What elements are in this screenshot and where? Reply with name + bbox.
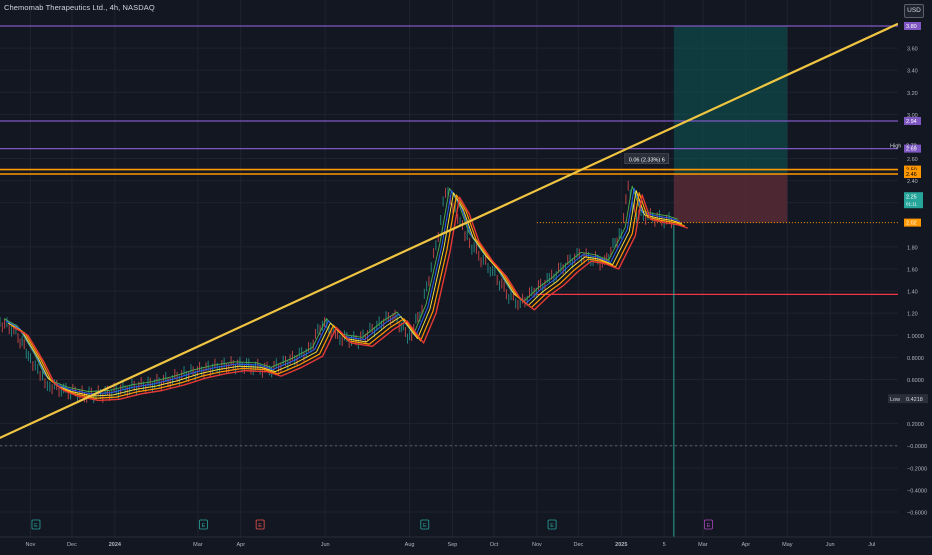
earnings-marker-label: E xyxy=(202,523,206,529)
earnings-marker-label: E xyxy=(423,523,427,529)
currency-button[interactable]: USD xyxy=(904,4,924,18)
x-tick-label: Aug xyxy=(405,542,415,548)
y-tick-label: 1.40 xyxy=(907,290,918,296)
x-tick-label: Mar xyxy=(698,542,708,548)
time-axis: Nov Dec 2024 Mar Apr Jun Aug Sep Oct Nov Dec 2025 5 M… xyxy=(0,536,932,550)
x-tick-label: Oct xyxy=(490,542,499,548)
x-tick-label: Jun xyxy=(321,542,330,548)
earnings-marker-box xyxy=(255,519,265,530)
y-tick-label: 2.40 xyxy=(907,179,918,185)
y-tick-label: 0.6000 xyxy=(907,378,924,384)
x-tick-label: Apr xyxy=(236,542,245,548)
x-tick-label: Mar xyxy=(193,542,203,548)
y-tick-label: −0.6000 xyxy=(907,511,927,517)
level-tag-bg xyxy=(904,116,921,125)
earnings-marker-box xyxy=(704,519,713,530)
countdown-tag-time: 01:11 xyxy=(906,202,917,207)
y-tick-label: 3.40 xyxy=(907,69,918,75)
level-tag-bg xyxy=(904,22,921,30)
earnings-marker-label: E xyxy=(258,523,262,529)
position-stop-zone xyxy=(673,174,788,223)
last-price-tag-bg xyxy=(904,218,921,227)
y-tick-label: 3.20 xyxy=(907,91,918,97)
x-tick-label: Sep xyxy=(448,542,458,548)
y-tick-label: 1.0000 xyxy=(907,334,924,340)
measure-label: 0.06 (2.33%) 6 xyxy=(629,157,665,163)
y-tick-label: −0.4000 xyxy=(907,488,927,494)
earnings-marker-box xyxy=(31,519,41,530)
countdown-tag-bg xyxy=(904,192,923,209)
x-tick-label: Dec xyxy=(573,542,583,548)
time-axis-bg xyxy=(0,537,932,550)
earnings-marker-box xyxy=(198,519,208,530)
price-axis: 3.603.403.203.002.602.402.201.801.601.40… xyxy=(888,0,932,537)
trendline xyxy=(0,22,899,439)
x-tick-label: May xyxy=(782,542,793,548)
earnings-marker-box xyxy=(547,519,557,530)
measure-label-box xyxy=(624,153,670,165)
high-value: 2.72 xyxy=(906,143,917,149)
x-tick-label: Dec xyxy=(67,542,77,548)
ma-yellow-line xyxy=(7,190,682,397)
y-tick-label: 0.2000 xyxy=(907,422,924,428)
earnings-marker-label: E xyxy=(707,523,711,529)
high-label: High xyxy=(890,143,901,149)
level-tag: 2.94 xyxy=(906,119,917,125)
countdown-tag-value: 2.25 xyxy=(906,195,917,201)
y-tick-label: 3.00 xyxy=(907,113,918,119)
x-tick-label: 2025 xyxy=(615,542,627,548)
x-tick-label: Apr xyxy=(742,542,751,548)
y-tick-label: 1.60 xyxy=(907,268,918,274)
ma-green-line xyxy=(3,185,678,393)
y-tick-label: 3.60 xyxy=(907,47,918,53)
last-price-tag: 2.02 xyxy=(906,221,917,227)
low-tag-bg xyxy=(888,394,928,404)
level-tag-bg xyxy=(904,165,921,174)
earnings-marker-label: E xyxy=(550,523,554,529)
y-tick-label: 0.8000 xyxy=(907,356,924,362)
level-tag-bg xyxy=(904,144,921,153)
ma-red-line xyxy=(13,194,689,402)
level-tag: 3.80 xyxy=(906,24,917,30)
y-tick-label: 1.80 xyxy=(907,245,918,251)
x-tick-label: Jul xyxy=(868,542,875,548)
price-axis-bg xyxy=(898,0,932,537)
x-tick-label: Nov xyxy=(532,542,542,548)
low-value: 0.4218 xyxy=(906,397,923,403)
level-tag: 2.46 xyxy=(906,172,917,178)
level-tag-bg xyxy=(904,170,921,179)
earnings-marker-label: E xyxy=(34,523,38,529)
y-tick-label: −0.2000 xyxy=(907,466,927,472)
earnings-marker-box xyxy=(420,519,430,530)
symbol-title: Chemomab Therapeutics Ltd., 4h, NASDAQ xyxy=(4,3,155,12)
x-tick-label: 2024 xyxy=(109,542,122,548)
ma-blue-line xyxy=(5,187,680,395)
y-tick-label: 2.60 xyxy=(907,157,918,163)
y-tick-label: −0.0000 xyxy=(907,444,927,450)
level-tag: 2.69 xyxy=(906,147,917,153)
y-tick-label: 1.20 xyxy=(907,312,918,318)
x-tick-label: 5 xyxy=(663,542,666,548)
grid-lines xyxy=(0,0,898,537)
x-tick-label: Jun xyxy=(826,542,835,548)
ma-orange-line xyxy=(10,192,686,399)
x-tick-label: Nov xyxy=(26,542,36,548)
low-label: Low xyxy=(890,397,900,403)
